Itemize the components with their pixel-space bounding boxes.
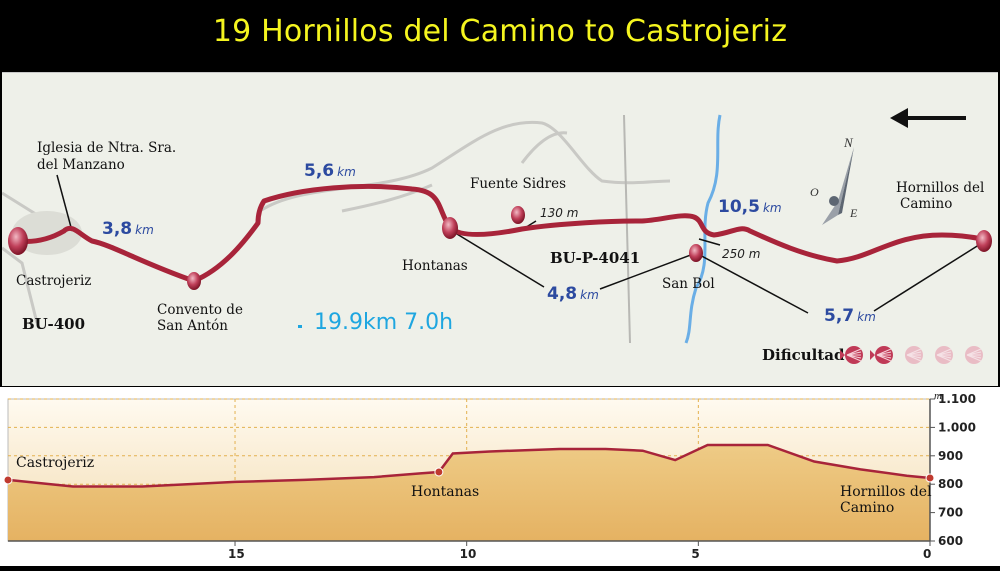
difficulty-shell-icon [965, 346, 983, 364]
label-hontanas: Hontanas [402, 258, 468, 274]
route-map: N O E Iglesia de Ntra. Sra. del Manzano … [1, 72, 998, 386]
label-castrojeriz: Castrojeriz [16, 273, 91, 289]
profile-unit: m [934, 390, 942, 402]
profile-ticks: 600 700 800 900 1.000 1.100 15 10 5 0 [228, 392, 976, 561]
elevation-line [7, 443, 931, 488]
label-hornillos-line1: Hornillos del [896, 180, 984, 196]
compass-north: N [843, 135, 854, 150]
difficulty-shell-icon [935, 346, 953, 364]
background-road [1, 246, 39, 324]
profile-label-hornillos-line1: Hornillos del [840, 484, 932, 500]
profile-label-castrojeriz: Castrojeriz [16, 455, 94, 471]
label-convento-line2: San Antón [157, 318, 228, 334]
profile-town-marker [3, 475, 13, 485]
difficulty-shell-icon [840, 346, 863, 364]
river [684, 114, 722, 344]
castrojeriz-pin [8, 227, 28, 255]
difficulty-label: Dificultad [762, 346, 845, 364]
difficulty-shell-icon [870, 346, 893, 364]
y-tick-label: 800 [938, 477, 963, 491]
difficulty-rating [840, 346, 983, 364]
san-bol-pin [689, 244, 703, 262]
compass-west: O [810, 185, 819, 199]
elevation-profile: 600 700 800 900 1.000 1.100 15 10 5 0 Castrojeriz… [0, 387, 1000, 566]
distance-5-7: 5,7 km [824, 306, 876, 326]
label-iglesia-line2: del Manzano [37, 157, 125, 173]
profile-label-hontanas: Hontanas [411, 484, 479, 500]
label-road-bu400: BU-400 [22, 315, 85, 333]
elevation-area [8, 445, 930, 541]
altitude-fuente-sidres: 130 m [540, 206, 578, 220]
label-convento-line1: Convento de [157, 302, 243, 318]
title-bar: 19 Hornillos del Camino to Castrojeriz [0, 0, 1000, 72]
leader-4-8 [451, 230, 545, 288]
difficulty-shell-icon [905, 346, 923, 364]
page-title: 19 Hornillos del Camino to Castrojeriz [212, 14, 788, 49]
distance-3-8: 3,8 km [102, 219, 154, 239]
label-hornillos-line2: Camino [900, 196, 952, 212]
profile-town-marker [434, 467, 444, 477]
background-road [520, 131, 568, 164]
x-tick-label: 10 [460, 547, 477, 561]
direction-arrow [890, 108, 966, 128]
distance-5-6: 5,6 km [304, 161, 356, 181]
y-tick-label: 600 [938, 534, 963, 548]
profile-town-marker [925, 473, 935, 483]
route-line [15, 183, 985, 284]
leader-5-7 [695, 252, 809, 314]
y-tick-label: 1.000 [938, 420, 976, 434]
compass-east: E [849, 206, 858, 220]
hornillos-pin [976, 230, 992, 252]
leader-4-8b [599, 252, 697, 290]
label-road-bup4041: BU-P-4041 [550, 249, 640, 267]
stats-marker [298, 325, 302, 328]
x-tick-label: 15 [228, 547, 245, 561]
label-san-bol: San Bol [662, 276, 715, 292]
x-tick-label: 0 [923, 547, 931, 561]
distance-leaders [56, 174, 983, 314]
fuente-sidres-pin [511, 206, 525, 224]
y-tick-label: 700 [938, 506, 963, 520]
label-iglesia-line1: Iglesia de Ntra. Sra. [37, 140, 176, 156]
road-bu-p-4041-line [623, 114, 631, 344]
route-stats: 19.9km 7.0h [314, 310, 453, 335]
leader-250 [698, 238, 721, 246]
leader-5-7b [873, 242, 983, 312]
castrojeriz-area [12, 211, 82, 255]
distance-10-5: 10,5 km [718, 197, 782, 217]
leader-iglesia [56, 174, 73, 232]
y-tick-label: 1.100 [938, 392, 976, 406]
altitude-san-bol: 250 m [722, 247, 760, 261]
compass-rose: N O E [810, 135, 858, 225]
convento-pin [187, 272, 201, 290]
hontanas-pin [442, 217, 458, 239]
y-tick-label: 900 [938, 449, 963, 463]
x-tick-label: 5 [691, 547, 699, 561]
distance-4-8: 4,8 km [547, 284, 599, 304]
profile-markers [3, 467, 935, 485]
label-fuente-sidres: Fuente Sidres [470, 176, 566, 192]
profile-label-hornillos-line2: Camino [840, 500, 894, 516]
